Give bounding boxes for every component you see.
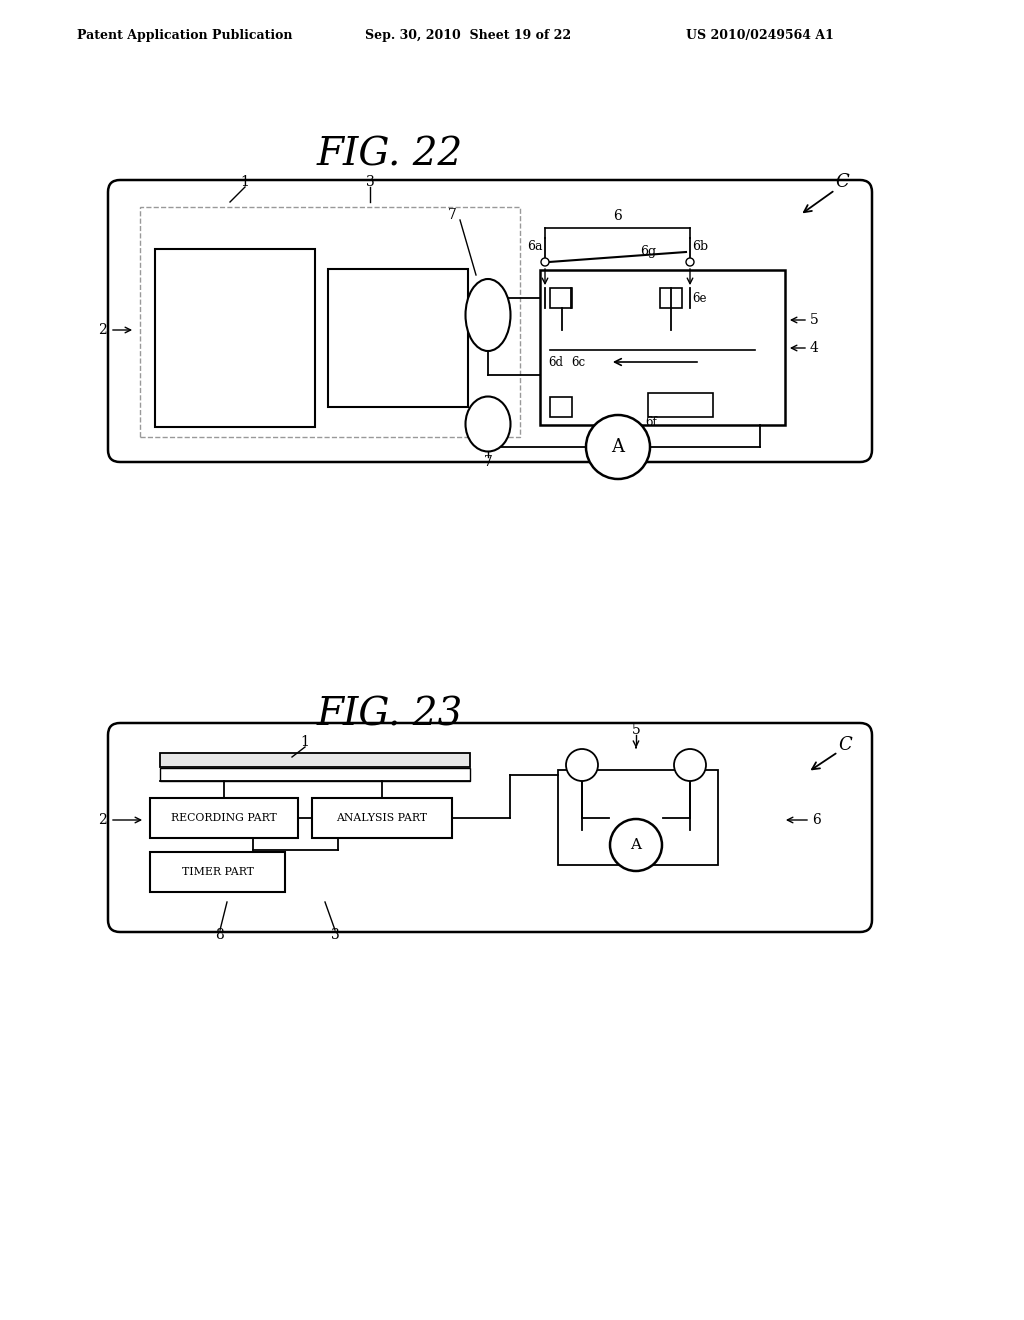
Text: 2: 2 bbox=[98, 323, 106, 337]
Bar bbox=[155, 249, 315, 426]
Text: ANALYSIS PART: ANALYSIS PART bbox=[337, 813, 427, 822]
Text: Sep. 30, 2010  Sheet 19 of 22: Sep. 30, 2010 Sheet 19 of 22 bbox=[365, 29, 571, 41]
Text: 5: 5 bbox=[810, 313, 819, 327]
Text: C: C bbox=[838, 737, 852, 754]
Circle shape bbox=[674, 748, 706, 781]
Bar bbox=[312, 799, 452, 838]
Text: 4: 4 bbox=[810, 341, 819, 355]
Text: 1: 1 bbox=[301, 735, 309, 748]
Bar bbox=[140, 207, 520, 437]
Text: 6e: 6e bbox=[692, 292, 707, 305]
Text: A: A bbox=[631, 838, 641, 851]
Bar bbox=[150, 851, 285, 892]
Bar bbox=[550, 288, 572, 308]
Text: C: C bbox=[836, 173, 849, 191]
Ellipse shape bbox=[466, 396, 511, 451]
Bar bbox=[150, 799, 298, 838]
Text: 1: 1 bbox=[241, 176, 250, 189]
Ellipse shape bbox=[466, 279, 511, 351]
Text: 3: 3 bbox=[331, 928, 339, 942]
Circle shape bbox=[686, 257, 694, 267]
Bar bbox=[558, 770, 718, 865]
Text: 8: 8 bbox=[216, 928, 224, 942]
Circle shape bbox=[566, 748, 598, 781]
Bar bbox=[160, 768, 470, 781]
Text: 6d: 6d bbox=[548, 355, 563, 368]
Text: FIG. 22: FIG. 22 bbox=[316, 136, 463, 173]
Bar bbox=[328, 269, 468, 407]
Text: TIMER PART: TIMER PART bbox=[182, 867, 254, 876]
Text: Patent Application Publication: Patent Application Publication bbox=[77, 29, 293, 41]
Text: FIG. 23: FIG. 23 bbox=[316, 697, 463, 734]
FancyBboxPatch shape bbox=[108, 723, 872, 932]
Text: 6: 6 bbox=[613, 209, 622, 223]
Circle shape bbox=[541, 257, 549, 267]
Text: 6a: 6a bbox=[527, 239, 543, 252]
Bar bbox=[660, 288, 682, 308]
Text: 6c: 6c bbox=[570, 355, 585, 368]
Text: US 2010/0249564 A1: US 2010/0249564 A1 bbox=[686, 29, 834, 41]
Bar bbox=[550, 397, 572, 417]
FancyBboxPatch shape bbox=[108, 180, 872, 462]
Bar bbox=[160, 752, 470, 767]
Text: 6: 6 bbox=[812, 813, 821, 828]
Text: 2: 2 bbox=[98, 813, 106, 828]
Circle shape bbox=[586, 414, 650, 479]
Bar bbox=[540, 271, 785, 425]
Text: RECORDING PART: RECORDING PART bbox=[171, 813, 276, 822]
Text: 5: 5 bbox=[632, 723, 640, 737]
Text: 7: 7 bbox=[447, 209, 457, 222]
Text: 6g: 6g bbox=[640, 246, 656, 259]
Text: 7: 7 bbox=[483, 455, 493, 469]
Bar bbox=[648, 393, 713, 417]
Circle shape bbox=[610, 818, 662, 871]
Text: 6f: 6f bbox=[645, 416, 656, 429]
Text: A: A bbox=[611, 438, 625, 455]
Text: 6b: 6b bbox=[692, 239, 709, 252]
Text: 3: 3 bbox=[366, 176, 375, 189]
